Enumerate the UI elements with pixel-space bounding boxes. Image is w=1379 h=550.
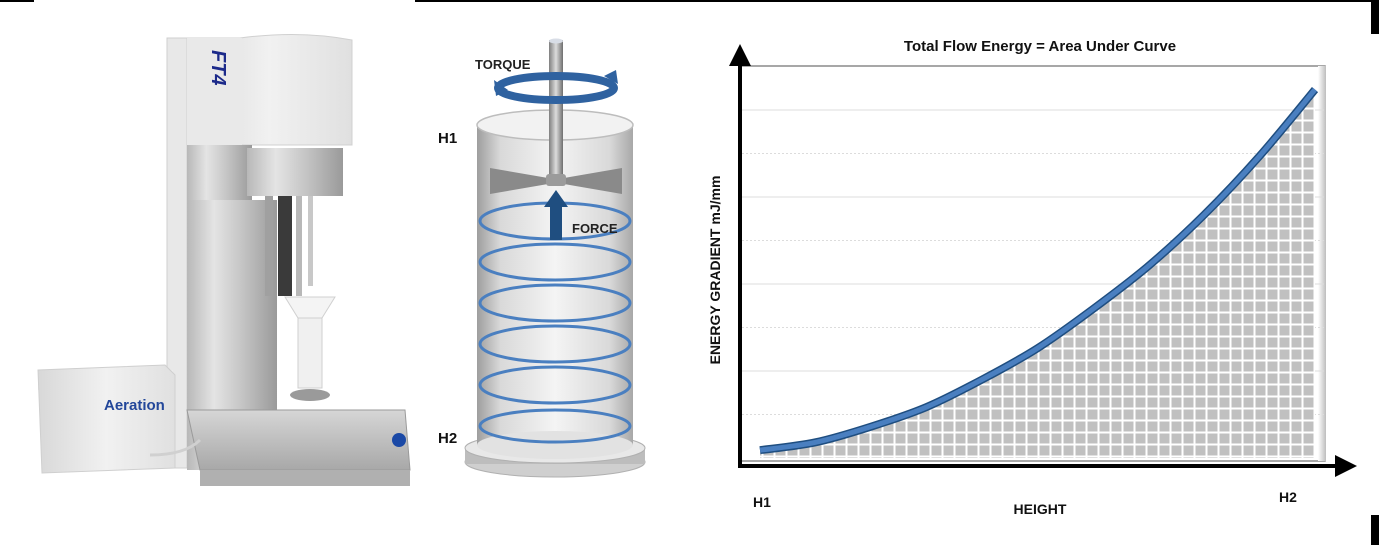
edge-bar-bottom — [1371, 515, 1379, 545]
force-arrow-icon — [544, 190, 568, 240]
force-label: FORCE — [572, 221, 618, 236]
instrument-illustration: FT4 Aeration — [0, 0, 420, 545]
x-axis — [738, 455, 1357, 477]
aeration-label: Aeration — [104, 397, 165, 414]
x-axis-label: HEIGHT — [1014, 501, 1067, 517]
x-axis-arrow-icon — [1335, 455, 1357, 477]
energy-curve — [759, 87, 1317, 453]
y-axis-label: ENERGY GRADIENT mJ/mm — [707, 176, 723, 365]
vessel-diagram: TORQUE FORCE H1 H2 — [410, 0, 690, 545]
torque-arrow-icon — [494, 70, 618, 104]
area-under-curve — [760, 89, 1315, 459]
chart-title: Total Flow Energy = Area Under Curve — [904, 38, 1176, 55]
x-tick-h2: H2 — [1279, 489, 1297, 505]
h1-label: H1 — [438, 130, 457, 147]
x-tick-h1: H1 — [753, 494, 771, 510]
h2-label: H2 — [438, 430, 457, 447]
top-border-right — [415, 0, 1379, 2]
edge-bar-top — [1371, 0, 1379, 34]
torque-label: TORQUE — [475, 57, 531, 72]
y-axis-arrow-icon — [729, 44, 751, 66]
flow-energy-chart: Total Flow Energy = Area Under Curve H1 … — [690, 0, 1370, 545]
top-border-left — [0, 0, 34, 2]
brand-label: FT4 — [207, 50, 229, 86]
y-axis — [729, 44, 751, 468]
